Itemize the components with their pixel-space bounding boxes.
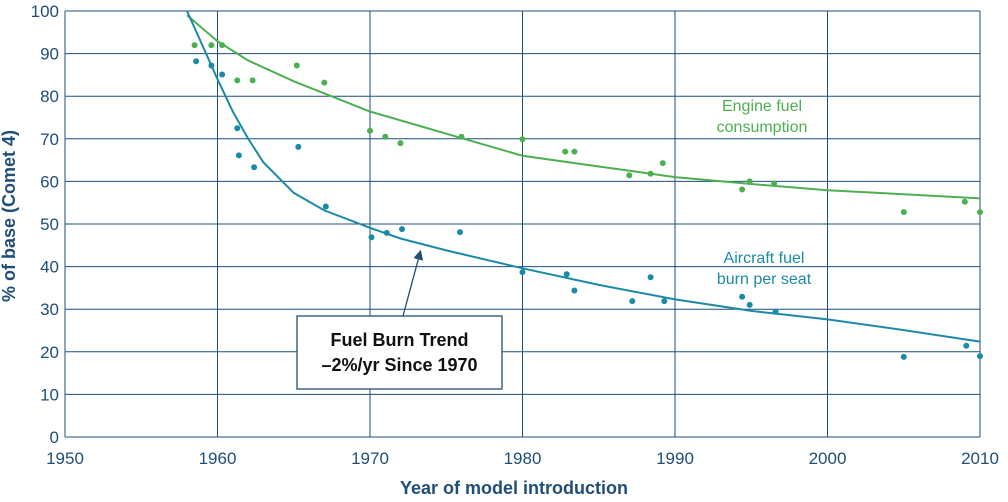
data-point-series-0 bbox=[382, 133, 389, 140]
data-point-series-1 bbox=[219, 71, 226, 78]
y-tick-label: 10 bbox=[40, 385, 59, 404]
x-tick-label: 1960 bbox=[199, 449, 237, 468]
y-tick-label: 60 bbox=[40, 172, 59, 191]
x-tick-label: 1980 bbox=[504, 449, 542, 468]
data-point-series-1 bbox=[900, 353, 907, 360]
x-axis-title: Year of model introduction bbox=[400, 478, 628, 497]
data-point-series-0 bbox=[626, 172, 633, 179]
data-point-series-1 bbox=[234, 125, 241, 132]
data-point-series-0 bbox=[321, 79, 328, 86]
data-point-series-1 bbox=[963, 342, 970, 349]
x-tick-label: 1970 bbox=[351, 449, 389, 468]
trend-line-series-1 bbox=[186, 10, 981, 343]
callout-box bbox=[296, 315, 503, 390]
fuel-burn-trend-callout: Fuel Burn Trend –2%/yr Since 1970 bbox=[296, 249, 503, 390]
data-point-series-0 bbox=[208, 42, 215, 49]
data-point-series-1 bbox=[251, 164, 258, 171]
data-point-series-1 bbox=[647, 274, 654, 281]
y-tick-label: 30 bbox=[40, 300, 59, 319]
data-point-series-0 bbox=[562, 148, 569, 155]
trend-lines bbox=[186, 10, 981, 343]
data-point-series-0 bbox=[249, 77, 256, 84]
data-point-series-0 bbox=[900, 209, 907, 216]
data-point-series-0 bbox=[961, 198, 968, 205]
trend-line-series-0 bbox=[186, 14, 981, 200]
data-point-series-0 bbox=[293, 62, 300, 69]
grid bbox=[64, 10, 981, 438]
data-point-series-1 bbox=[322, 203, 329, 210]
data-points bbox=[191, 42, 983, 360]
data-point-series-1 bbox=[368, 234, 375, 241]
x-tick-label: 1950 bbox=[46, 449, 84, 468]
data-point-series-1 bbox=[208, 62, 215, 69]
y-tick-label: 70 bbox=[40, 130, 59, 149]
series-label-line: Engine fuel bbox=[722, 98, 802, 115]
data-point-series-1 bbox=[772, 308, 779, 315]
data-point-series-1 bbox=[661, 298, 668, 305]
y-tick-label: 50 bbox=[40, 215, 59, 234]
x-tick-label: 1990 bbox=[656, 449, 694, 468]
data-point-series-1 bbox=[235, 152, 242, 159]
data-point-series-0 bbox=[219, 42, 226, 49]
series-labels: Engine fuel consumption Aircraft fuel burn … bbox=[717, 98, 812, 288]
data-point-series-0 bbox=[571, 148, 578, 155]
y-tick-label: 80 bbox=[40, 87, 59, 106]
y-axis-ticks: 0 10 20 30 40 50 60 70 80 90 100 bbox=[31, 2, 59, 447]
x-tick-label: 2010 bbox=[961, 449, 999, 468]
data-point-series-0 bbox=[397, 140, 404, 147]
data-point-series-0 bbox=[739, 186, 746, 193]
callout-text-line: Fuel Burn Trend bbox=[330, 330, 468, 350]
data-point-series-1 bbox=[519, 269, 526, 276]
data-point-series-0 bbox=[977, 209, 983, 216]
data-point-series-0 bbox=[191, 42, 198, 49]
data-point-series-0 bbox=[458, 133, 465, 140]
data-point-series-1 bbox=[193, 58, 200, 65]
series-label-line: consumption bbox=[717, 119, 808, 136]
data-point-series-0 bbox=[746, 178, 753, 185]
data-point-series-0 bbox=[519, 136, 526, 143]
data-point-series-0 bbox=[367, 127, 373, 134]
y-axis-title: % of base (Comet 4) bbox=[0, 130, 19, 302]
y-tick-label: 20 bbox=[40, 343, 59, 362]
series-label-line: burn per seat bbox=[717, 271, 812, 288]
y-tick-label: 90 bbox=[40, 45, 59, 64]
x-axis-ticks: 1950 1960 1970 1980 1990 2000 2010 bbox=[46, 449, 999, 468]
series-label-line: Aircraft fuel bbox=[724, 250, 805, 267]
data-point-series-1 bbox=[295, 143, 302, 150]
data-point-series-1 bbox=[977, 353, 983, 360]
data-point-series-1 bbox=[629, 298, 636, 305]
data-point-series-1 bbox=[739, 293, 746, 300]
data-point-series-1 bbox=[383, 229, 390, 236]
y-tick-label: 40 bbox=[40, 258, 59, 277]
data-point-series-0 bbox=[234, 77, 241, 84]
y-tick-label: 100 bbox=[31, 2, 59, 21]
data-point-series-0 bbox=[771, 180, 778, 187]
data-point-series-1 bbox=[399, 226, 405, 233]
y-tick-label: 0 bbox=[50, 428, 59, 447]
callout-arrow bbox=[402, 249, 424, 317]
data-point-series-1 bbox=[563, 271, 570, 278]
x-tick-label: 2000 bbox=[809, 449, 847, 468]
data-point-series-1 bbox=[746, 301, 753, 308]
callout-text-line: –2%/yr Since 1970 bbox=[321, 355, 477, 375]
data-point-series-1 bbox=[457, 229, 463, 236]
data-point-series-0 bbox=[659, 160, 666, 167]
data-point-series-0 bbox=[647, 170, 654, 177]
data-point-series-1 bbox=[571, 287, 578, 294]
